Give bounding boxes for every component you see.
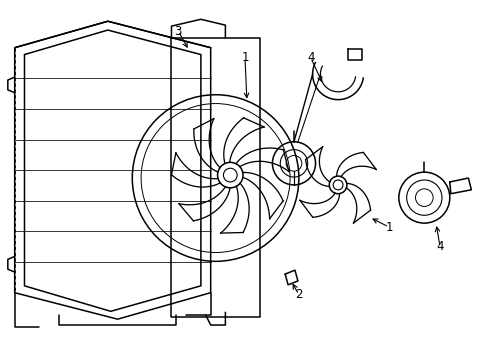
Text: 2: 2 (295, 288, 302, 301)
Text: 1: 1 (241, 51, 248, 64)
Text: 4: 4 (306, 51, 314, 64)
Text: 4: 4 (435, 240, 443, 253)
Text: 3: 3 (174, 24, 182, 37)
Text: 1: 1 (385, 221, 392, 234)
